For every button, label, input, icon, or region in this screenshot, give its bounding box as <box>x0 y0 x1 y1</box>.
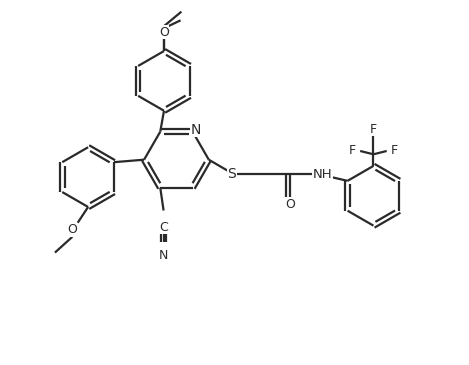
Text: N: N <box>190 123 201 137</box>
Text: O: O <box>68 223 77 236</box>
Text: NH: NH <box>313 168 332 181</box>
Text: S: S <box>227 167 236 181</box>
Text: O: O <box>159 26 169 38</box>
Text: C: C <box>159 221 168 234</box>
Text: N: N <box>159 249 168 262</box>
Text: F: F <box>370 123 377 137</box>
Text: O: O <box>159 26 169 39</box>
Text: F: F <box>391 145 398 157</box>
Text: O: O <box>286 197 295 211</box>
Text: F: F <box>349 145 356 157</box>
